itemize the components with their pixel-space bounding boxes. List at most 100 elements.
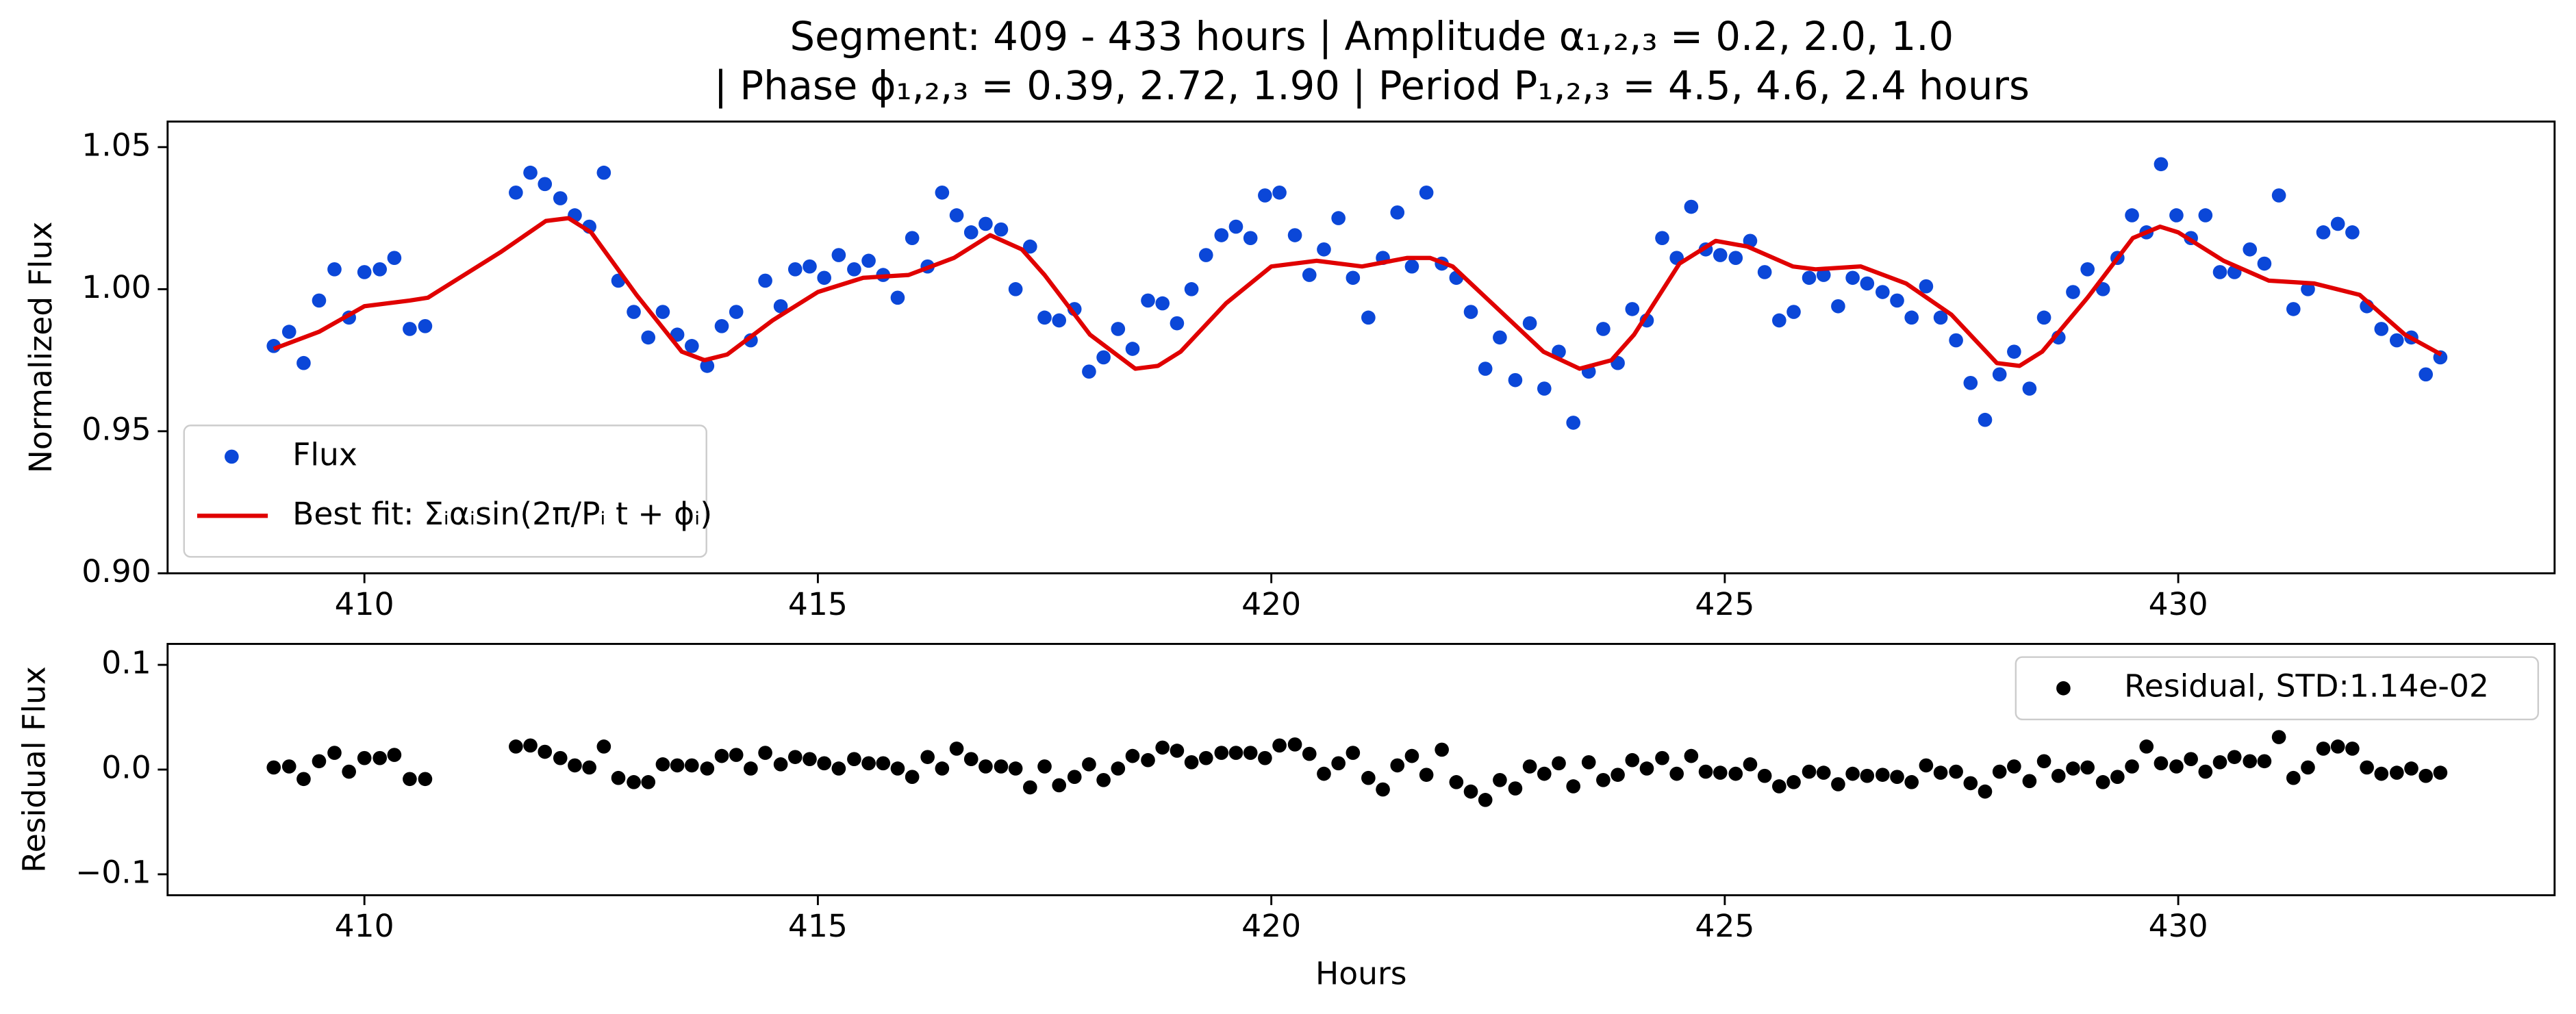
y-tick-label: 0.1 xyxy=(101,645,151,681)
x-tick-label: 410 xyxy=(335,586,394,622)
data-point xyxy=(2389,333,2404,348)
data-point xyxy=(1008,761,1023,776)
data-point xyxy=(773,757,788,772)
data-point xyxy=(1243,231,1258,245)
data-point xyxy=(1419,768,1434,782)
data-point xyxy=(1831,299,1845,314)
data-point xyxy=(861,253,876,268)
data-point xyxy=(1816,268,1831,282)
data-point xyxy=(1037,310,1052,325)
data-point xyxy=(2110,770,2125,785)
data-point xyxy=(1463,784,1478,799)
data-point xyxy=(803,752,817,767)
data-point xyxy=(1023,780,1037,795)
data-point xyxy=(2051,768,2066,783)
data-point xyxy=(655,757,670,772)
data-point xyxy=(1713,765,1728,780)
data-point xyxy=(372,750,388,765)
data-point xyxy=(553,191,568,205)
data-point xyxy=(1302,268,1317,282)
data-point xyxy=(2433,765,2448,780)
data-point xyxy=(847,262,861,277)
data-point xyxy=(1625,302,1640,316)
data-point xyxy=(627,775,641,789)
data-point xyxy=(1566,779,1581,794)
data-point xyxy=(312,754,327,769)
data-point xyxy=(2301,760,2315,775)
data-point xyxy=(296,355,311,370)
data-point xyxy=(2360,760,2374,775)
data-point xyxy=(2212,755,2227,770)
data-point xyxy=(714,748,729,763)
data-point xyxy=(1008,282,1023,296)
data-point xyxy=(2184,752,2198,767)
data-point xyxy=(327,262,342,277)
data-point xyxy=(684,758,699,773)
data-point xyxy=(1067,770,1082,785)
legend-label: Best fit: Σᵢαᵢsin(2π/Pᵢ t + ϕᵢ) xyxy=(292,496,712,532)
data-point xyxy=(2095,282,2110,296)
data-point xyxy=(949,208,964,223)
data-point xyxy=(1876,285,1890,299)
data-point xyxy=(1625,752,1640,768)
data-point xyxy=(387,748,402,762)
data-point xyxy=(1346,746,1361,760)
data-point xyxy=(758,746,772,760)
data-point xyxy=(1684,748,1699,763)
x-tick-label: 420 xyxy=(1241,908,1301,944)
data-point xyxy=(1478,793,1493,807)
data-point xyxy=(1963,375,1978,390)
data-point xyxy=(641,775,656,789)
data-point xyxy=(2316,742,2331,756)
y-tick-label: 1.00 xyxy=(81,269,151,305)
data-point xyxy=(963,225,978,240)
data-point xyxy=(1639,761,1654,776)
data-point xyxy=(296,772,311,787)
data-point xyxy=(281,759,296,774)
data-point xyxy=(684,339,699,353)
data-point xyxy=(596,739,611,754)
data-point xyxy=(2022,774,2037,789)
data-point xyxy=(831,248,846,262)
data-point xyxy=(1141,293,1155,308)
data-point xyxy=(1170,316,1185,331)
data-point xyxy=(403,322,417,336)
data-point xyxy=(538,177,553,192)
data-point xyxy=(670,758,685,773)
data-point xyxy=(1876,768,1890,782)
data-point xyxy=(1978,784,1993,799)
data-point xyxy=(1346,270,1361,286)
data-point xyxy=(890,290,905,305)
data-point xyxy=(1317,242,1331,257)
data-point xyxy=(1802,270,1817,286)
data-point xyxy=(700,761,715,776)
data-point xyxy=(2345,225,2360,240)
data-point xyxy=(1552,756,1566,771)
data-point xyxy=(803,259,817,274)
data-point xyxy=(1125,748,1140,763)
data-point xyxy=(342,764,356,779)
x-tick-label: 425 xyxy=(1695,908,1754,944)
data-point xyxy=(994,759,1009,774)
data-point xyxy=(1376,782,1390,797)
x-tick-label: 415 xyxy=(788,908,848,944)
data-point xyxy=(2080,760,2095,775)
data-point xyxy=(729,748,744,762)
data-point xyxy=(1111,761,1126,776)
legend-box xyxy=(183,424,707,558)
data-point xyxy=(1198,750,1213,765)
data-point xyxy=(1537,766,1552,781)
data-point xyxy=(729,305,744,319)
data-point xyxy=(1125,342,1140,356)
data-point xyxy=(1155,740,1170,755)
data-point xyxy=(596,165,611,180)
data-point xyxy=(905,770,920,785)
x-tick-label: 425 xyxy=(1695,586,1754,622)
data-point xyxy=(327,746,342,760)
data-point xyxy=(1141,752,1155,768)
data-point xyxy=(312,293,327,308)
data-point xyxy=(1596,772,1611,787)
data-point xyxy=(1522,759,1537,774)
data-point xyxy=(357,265,372,279)
data-point xyxy=(641,330,656,345)
